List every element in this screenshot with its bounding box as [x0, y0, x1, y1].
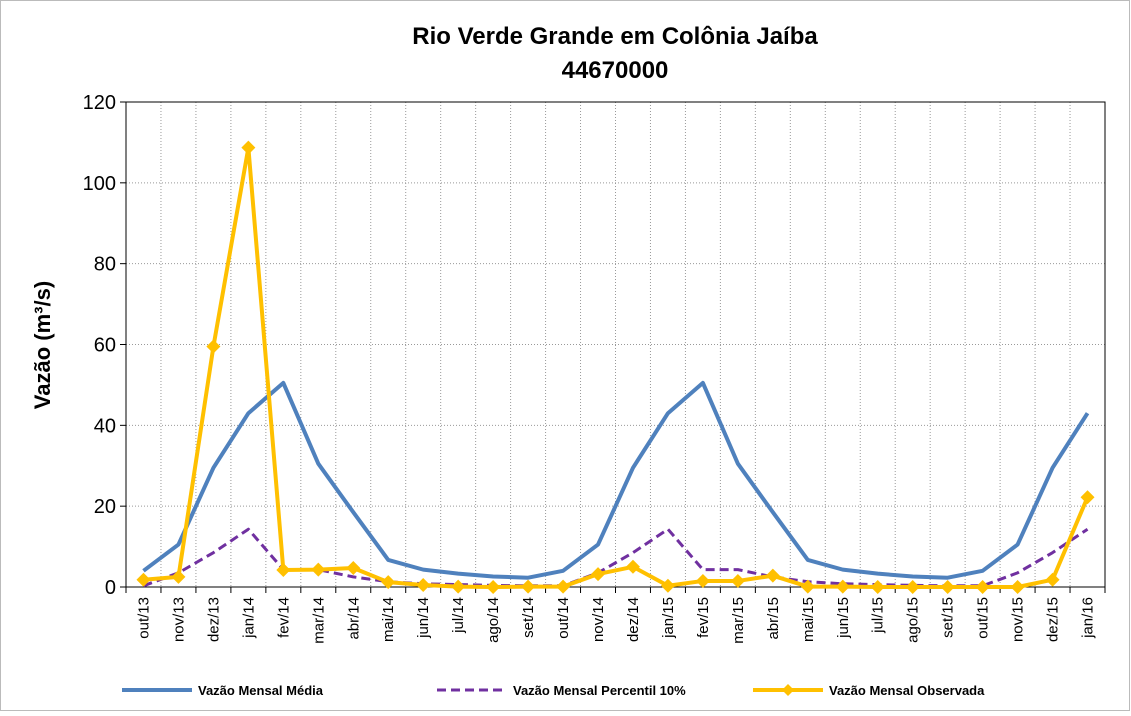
data-point	[660, 578, 675, 593]
y-tick-label: 60	[94, 335, 116, 357]
data-point	[241, 140, 256, 155]
data-point	[695, 573, 710, 588]
legend-label: Vazão Mensal Percentil 10%	[513, 683, 686, 698]
data-point	[1080, 490, 1095, 505]
x-tick-label: nov/14	[590, 597, 607, 642]
x-tick-label: fev/15	[695, 597, 712, 638]
data-point	[416, 577, 431, 592]
data-point	[940, 580, 955, 594]
data-point	[835, 579, 850, 594]
x-tick-label: jun/14	[415, 597, 432, 639]
x-tick-label: jul/14	[450, 597, 467, 634]
chart-subtitle: 44670000	[562, 57, 669, 84]
data-point	[765, 568, 780, 583]
x-tick-label: out/15	[975, 597, 992, 639]
data-point	[451, 579, 466, 594]
x-tick-label: mar/14	[310, 597, 327, 644]
data-point	[276, 563, 291, 578]
data-point	[311, 562, 326, 577]
data-point	[591, 567, 606, 582]
data-point	[136, 572, 151, 587]
x-tick-label: dez/14	[625, 597, 642, 642]
x-tick-label: mai/14	[380, 597, 397, 642]
data-point	[521, 579, 536, 594]
x-tick-label: set/14	[520, 597, 537, 638]
data-point	[486, 580, 501, 594]
x-tick-label: ago/15	[905, 597, 922, 643]
x-tick-label: out/13	[135, 597, 152, 639]
y-axis-label: Vazão (m³/s)	[30, 281, 55, 409]
x-tick-label: out/14	[555, 597, 572, 639]
data-point	[800, 579, 815, 594]
x-tick-label: set/15	[940, 597, 957, 638]
x-tick-label: ago/14	[485, 597, 502, 643]
x-tick-label: fev/14	[275, 597, 292, 638]
data-point	[905, 580, 920, 594]
legend-label: Vazão Mensal Observada	[829, 683, 985, 698]
y-tick-label: 100	[83, 173, 116, 195]
x-tick-label: jan/16	[1080, 597, 1097, 639]
data-point	[1010, 580, 1025, 594]
y-tick-label: 20	[94, 496, 116, 518]
x-tick-label: dez/13	[205, 597, 222, 642]
y-tick-label: 40	[94, 415, 116, 437]
series-line	[143, 145, 1090, 589]
x-tick-label: jan/15	[660, 597, 677, 639]
series-line	[142, 380, 1090, 580]
x-tick-label: nov/15	[1010, 597, 1027, 642]
legend-marker	[782, 684, 794, 696]
x-tick-label: jul/15	[870, 597, 887, 634]
data-point	[1045, 572, 1060, 587]
x-tick-label: nov/13	[170, 597, 187, 642]
x-tick-label: mar/15	[730, 597, 747, 644]
x-tick-label: mai/15	[800, 597, 817, 642]
data-point	[206, 339, 221, 354]
data-point	[975, 580, 990, 594]
y-tick-label: 120	[83, 92, 116, 114]
y-tick-label: 0	[105, 577, 116, 599]
plot-frame	[125, 101, 1106, 588]
x-tick-label: dez/15	[1045, 597, 1062, 642]
data-point	[556, 579, 571, 594]
x-tick-label: jan/14	[240, 597, 257, 639]
x-tick-label: abr/14	[345, 597, 362, 640]
data-point	[381, 575, 396, 590]
x-tick-label: abr/15	[765, 597, 782, 640]
data-point	[870, 580, 885, 594]
legend-label: Vazão Mensal Média	[198, 683, 324, 698]
x-tick-label: jun/15	[835, 597, 852, 639]
y-tick-label: 80	[94, 254, 116, 276]
data-point	[346, 561, 361, 576]
chart-title: Rio Verde Grande em Colônia Jaíba	[412, 23, 818, 50]
data-point	[171, 569, 186, 584]
data-point	[625, 559, 640, 574]
data-point	[730, 573, 745, 588]
